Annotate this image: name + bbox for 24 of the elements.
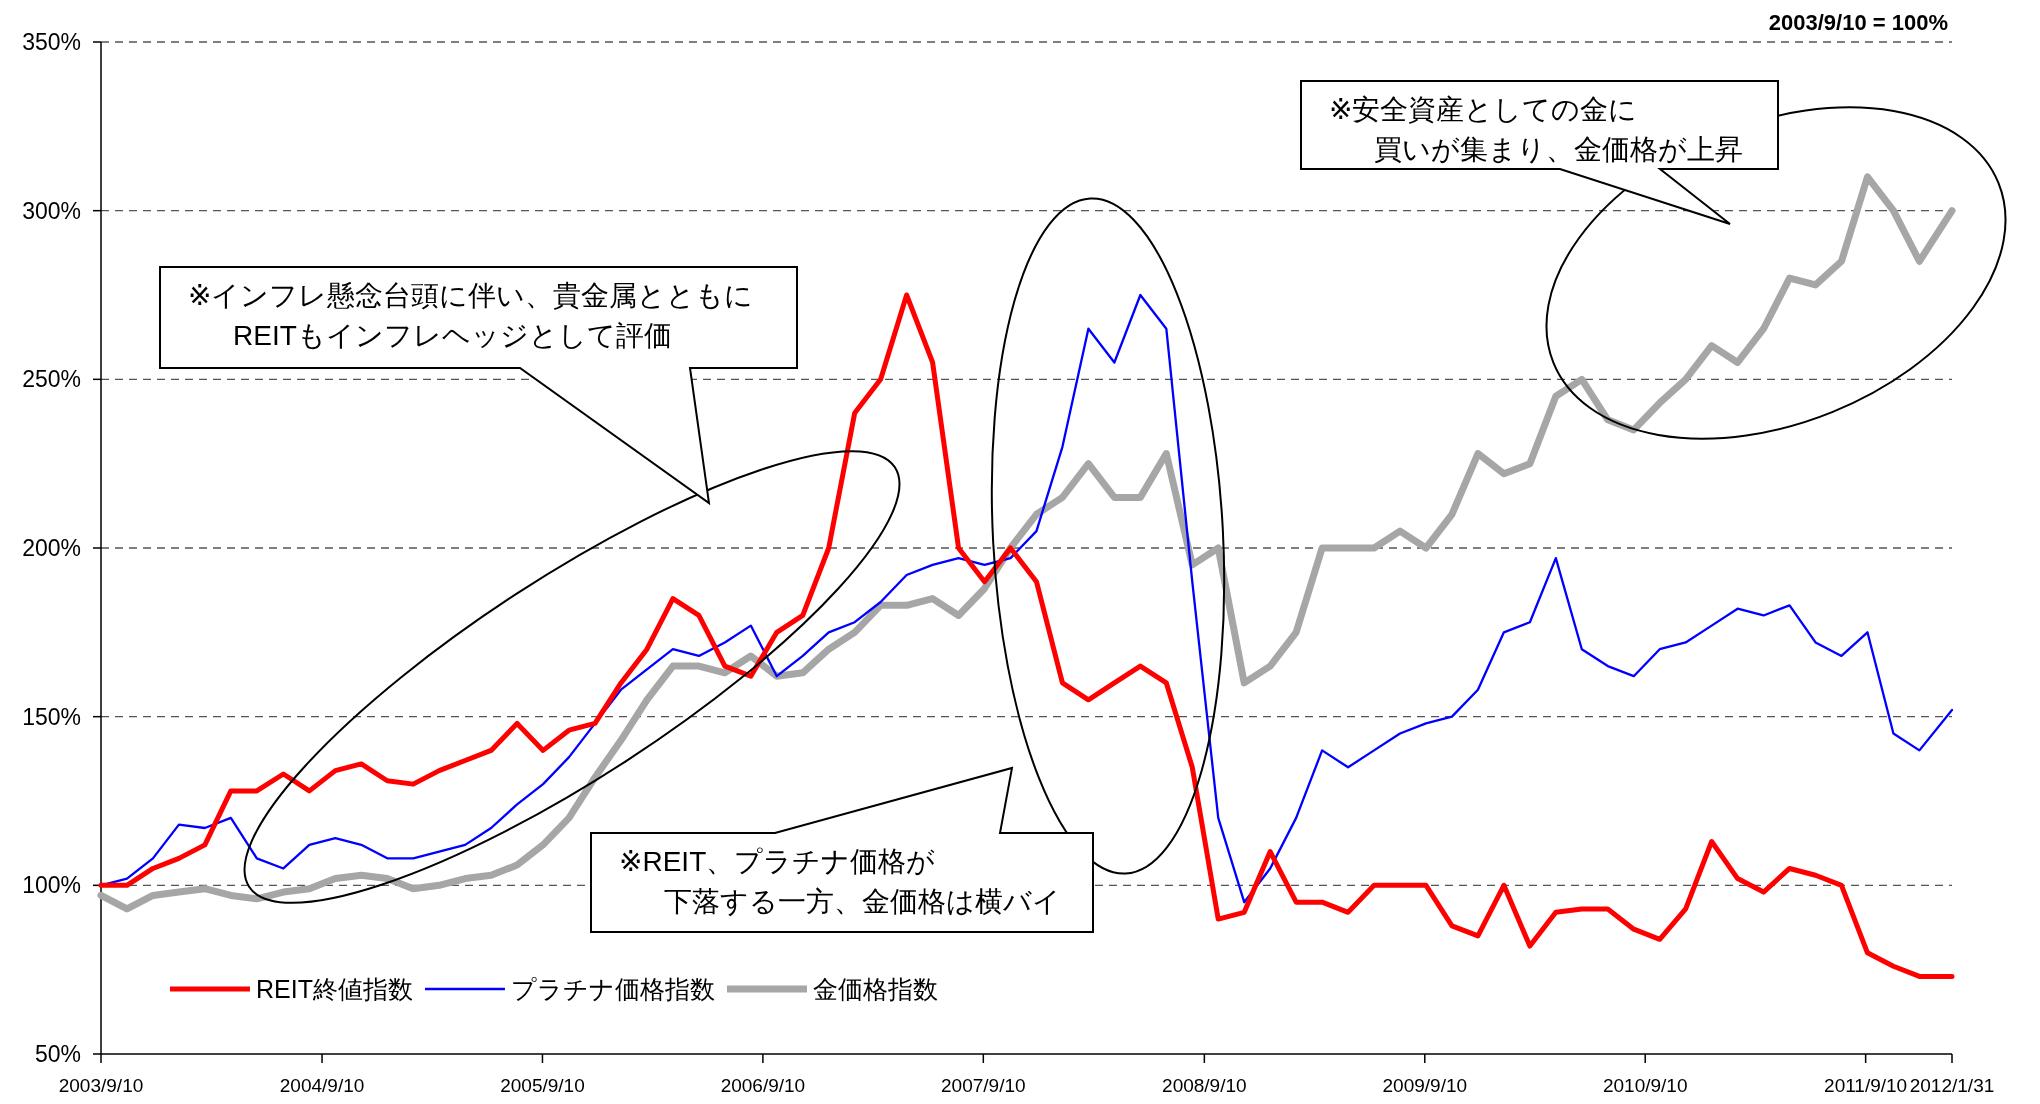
x-tick-label: 2010/9/10 (1602, 1075, 1688, 1096)
annotation: ※安全資産としての金に買いが集まり、金価格が上昇 (1329, 94, 1743, 165)
y-tick-label: 300% (22, 197, 81, 224)
x-tick-label: 2012/1/31 (1909, 1075, 1995, 1096)
x-tick-label: 2007/9/10 (941, 1075, 1026, 1096)
legend-label: プラチナ価格指数 (510, 975, 715, 1003)
y-tick-label: 250% (22, 366, 81, 393)
y-tick-label: 50% (34, 1041, 81, 1067)
legend-label: REIT終値指数 (256, 975, 413, 1003)
x-tick-label: 2011/9/10 (1824, 1075, 1908, 1096)
y-tick-label: 350% (22, 29, 81, 55)
annotation: ※REIT、プラチナ価格が下落する一方、金価格は横バイ (619, 846, 1061, 917)
x-tick-label: 2005/9/10 (500, 1075, 585, 1096)
legend-label: 金価格指数 (812, 975, 938, 1003)
x-tick-label: 2004/9/10 (279, 1075, 365, 1096)
x-tick-label: 2003/9/10 (58, 1075, 144, 1096)
y-tick-label: 200% (22, 535, 81, 561)
chart-subtitle: 2003/9/10 = 100% (1768, 10, 1948, 35)
x-tick-label: 2008/9/10 (1162, 1075, 1247, 1096)
x-tick-label: 2009/9/10 (1382, 1075, 1468, 1096)
annotation: ※インフレ懸念台頭に伴い、貴金属とともにREITもインフレヘッジとして評価 (188, 280, 754, 351)
y-tick-label: 150% (22, 703, 81, 730)
y-tick-label: 100% (22, 872, 81, 899)
x-tick-label: 2006/9/10 (720, 1075, 806, 1096)
